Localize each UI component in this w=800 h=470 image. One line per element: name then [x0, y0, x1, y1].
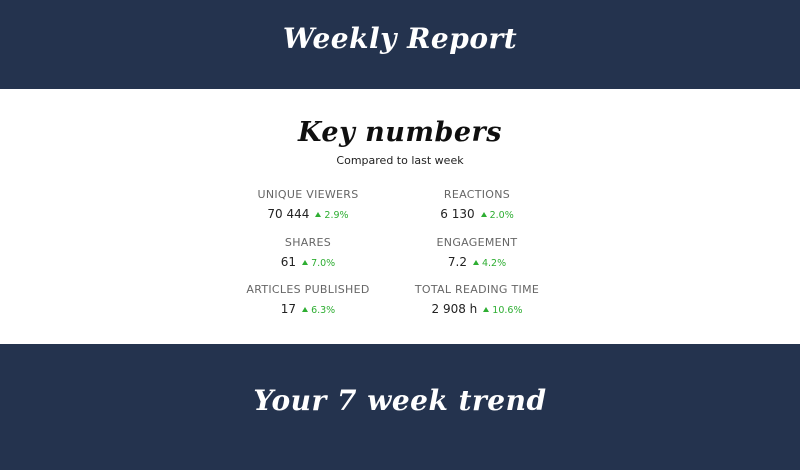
trend-up-icon	[302, 260, 309, 265]
key-numbers-section: Key numbers Compared to last week UNIQUE…	[0, 89, 800, 344]
metric-label: UNIQUE VIEWERS	[257, 188, 359, 201]
trend-up-icon	[483, 307, 490, 312]
metric-shares: SHARES 61 7.0%	[218, 236, 398, 269]
metric-value: 70 444	[267, 207, 310, 221]
trend-section: Your 7 week trend	[0, 344, 800, 470]
trend-up-icon	[480, 212, 487, 217]
metric-change: 2.0%	[489, 210, 514, 221]
key-numbers-subtitle: Compared to last week	[336, 154, 464, 167]
metric-label: ENGAGEMENT	[436, 236, 518, 249]
metric-change: 4.2%	[481, 258, 507, 269]
metric-value: 6 130	[440, 207, 475, 221]
metric-value: 7.2	[447, 255, 467, 269]
metric-articles-published: ARTICLES PUBLISHED 17 6.3%	[218, 283, 398, 316]
report-title: Weekly Report	[282, 22, 518, 55]
metric-change: 7.0%	[311, 258, 336, 269]
trend-up-icon	[315, 212, 322, 217]
metric-label: REACTIONS	[443, 188, 511, 201]
metric-label: SHARES	[284, 236, 332, 249]
key-numbers-title: Key numbers	[298, 117, 502, 148]
metric-change: 10.6%	[492, 305, 523, 316]
metric-value: 61	[280, 255, 297, 269]
trend-up-icon	[302, 307, 309, 312]
metric-total-reading-time: TOTAL READING TIME 2 908 h 10.6%	[387, 283, 567, 316]
metric-label: TOTAL READING TIME	[414, 283, 540, 296]
metric-label: ARTICLES PUBLISHED	[246, 283, 370, 296]
metric-value: 17	[280, 302, 297, 316]
trend-title: Your 7 week trend	[253, 384, 547, 417]
metric-value: 2 908 h	[431, 302, 478, 316]
metric-reactions: REACTIONS 6 130 2.0%	[387, 188, 567, 221]
metric-unique-viewers: UNIQUE VIEWERS 70 444 2.9%	[218, 188, 398, 221]
report-header: Weekly Report	[0, 0, 800, 89]
metric-change: 2.9%	[324, 210, 349, 221]
trend-up-icon	[472, 260, 479, 265]
metric-engagement: ENGAGEMENT 7.2 4.2%	[387, 236, 567, 269]
metric-change: 6.3%	[311, 305, 336, 316]
